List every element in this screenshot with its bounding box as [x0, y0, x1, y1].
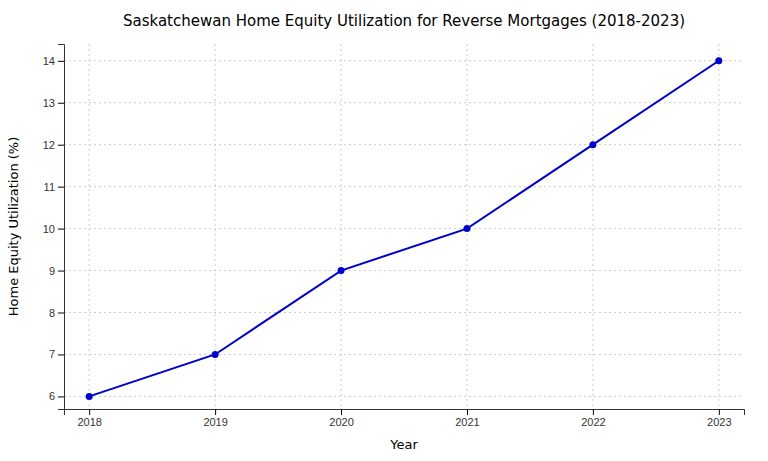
grid-line: [64, 354, 744, 355]
tick-label: 7: [49, 348, 55, 360]
tick: 8: [49, 307, 64, 319]
tick-mark: [593, 409, 594, 415]
point: [715, 57, 722, 64]
tick: 2023: [707, 409, 731, 428]
x-axis: 2018 2019 2020 2021 2022 2023: [65, 409, 745, 428]
chart: 2018 2019 2020 2021 2022 2023 6 7 8 9 10 11 12 13 14 Sa…: [0, 0, 768, 461]
point: [463, 225, 470, 232]
grid-line: [64, 186, 744, 187]
tick-label: 10: [43, 223, 55, 235]
y-axis: 6 7 8 9 10 11 12 13 14: [43, 45, 65, 410]
tick-mark: [58, 396, 64, 397]
tick-label: 6: [49, 390, 55, 402]
tick-label: 13: [43, 97, 55, 109]
tick: 6: [49, 390, 64, 402]
tick-mark: [58, 145, 64, 146]
tick-mark: [58, 187, 64, 188]
grid-line: [89, 44, 90, 409]
tick: 7: [49, 348, 64, 360]
tick-label: 8: [49, 307, 55, 319]
line: [89, 61, 719, 397]
grid-line: [64, 144, 744, 145]
x-axis-title: Year: [389, 437, 418, 452]
axis-line: [65, 410, 745, 416]
tick-mark: [89, 409, 90, 415]
plot-area: 2018 2019 2020 2021 2022 2023 6 7 8 9 10 11 12 13 14: [43, 44, 745, 428]
grid-line: [64, 60, 744, 61]
tick: 2020: [329, 409, 353, 428]
point: [338, 267, 345, 274]
tick-label: 9: [49, 265, 55, 277]
title: Saskatchewan Home Equity Utilization for…: [123, 12, 685, 30]
tick-label: 2022: [581, 416, 605, 428]
tick: 2021: [455, 409, 479, 428]
tick-mark: [58, 103, 64, 104]
point: [589, 141, 596, 148]
tick: 11: [44, 181, 64, 193]
y-axis-title: Home Equity Utilization (%): [6, 137, 21, 317]
grid-line: [64, 102, 744, 103]
tick-label: 11: [44, 181, 55, 193]
tick: 14: [43, 55, 64, 67]
tick-mark: [719, 409, 720, 415]
tick-mark: [215, 409, 216, 415]
tick: 2022: [581, 409, 605, 428]
tick-label: 2020: [329, 416, 353, 428]
grid-line: [718, 44, 719, 409]
tick-mark: [467, 409, 468, 415]
grid-line: [341, 44, 342, 409]
point: [86, 393, 93, 400]
tick: 10: [43, 223, 64, 235]
tick-mark: [58, 354, 64, 355]
tick: 12: [43, 139, 64, 151]
grid-line: [64, 270, 744, 271]
tick-label: 2018: [77, 416, 101, 428]
grid-line: [64, 396, 744, 397]
tick-label: 2021: [455, 416, 479, 428]
tick: 2019: [203, 409, 227, 428]
grid-line: [592, 44, 593, 409]
grid-line: [64, 312, 744, 313]
tick: 9: [49, 265, 64, 277]
tick-mark: [58, 313, 64, 314]
tick-mark: [58, 61, 64, 62]
marks: [86, 57, 723, 400]
point: [212, 351, 219, 358]
tick-label: 14: [43, 55, 55, 67]
axis-line: [58, 45, 65, 410]
tick: 13: [43, 97, 64, 109]
tick-label: 12: [43, 139, 55, 151]
grid-line: [64, 228, 744, 229]
tick-mark: [58, 271, 64, 272]
tick-mark: [341, 409, 342, 415]
tick-label: 2019: [203, 416, 227, 428]
tick: 2018: [77, 409, 101, 428]
tick-mark: [58, 229, 64, 230]
grid: [64, 44, 744, 409]
tick-label: 2023: [707, 416, 731, 428]
